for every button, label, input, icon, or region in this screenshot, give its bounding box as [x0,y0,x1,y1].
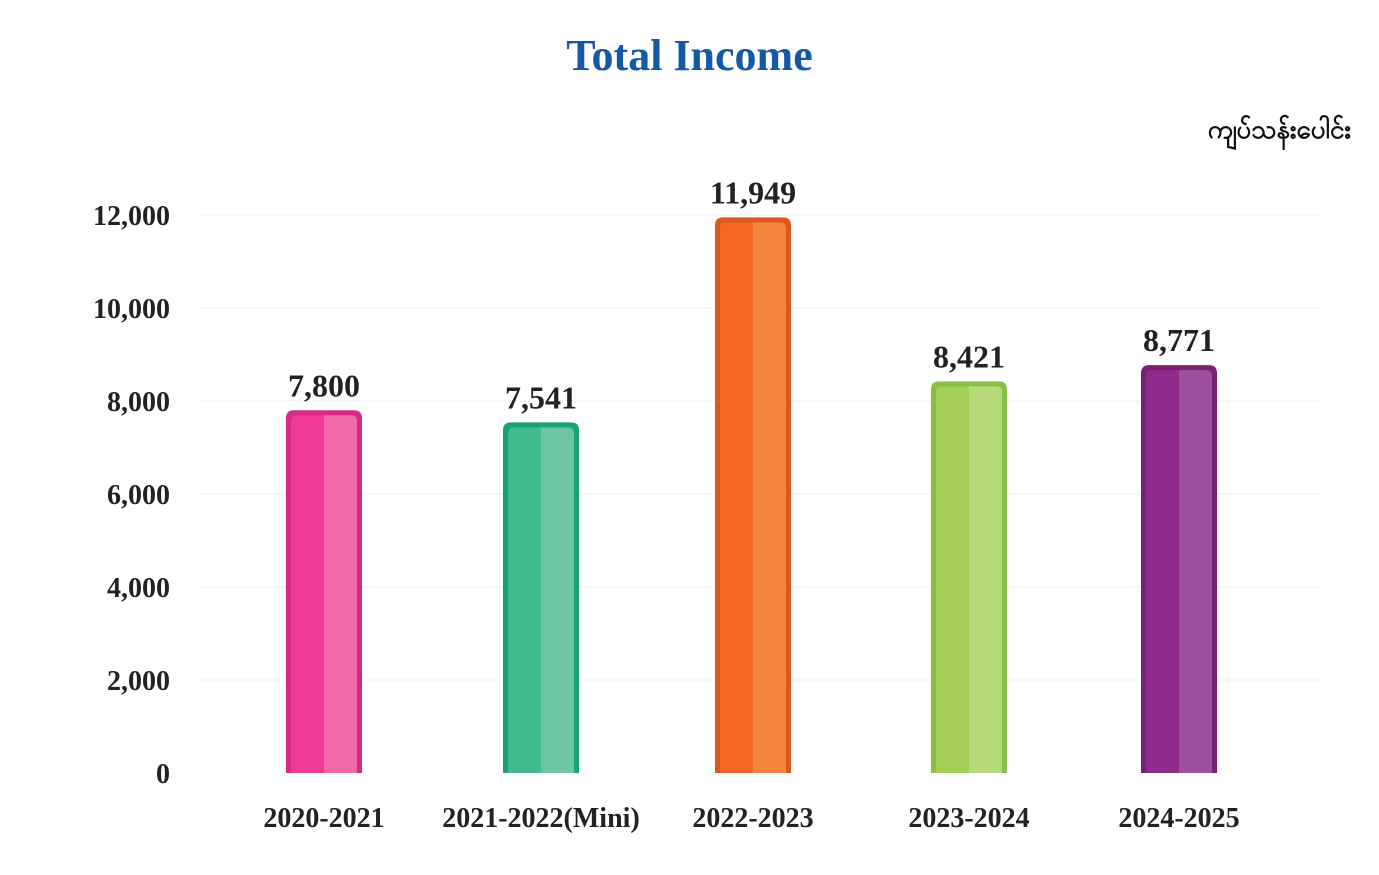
data-label: 8,771 [1143,322,1215,358]
x-tick-label: 2024-2025 [1118,803,1239,834]
bar-left-face [1146,370,1179,773]
x-tick-label: 2021-2022(Mini) [442,803,640,834]
bar-left-face [291,415,324,773]
data-label: 7,800 [288,367,360,403]
bar-right-face [541,427,574,773]
x-tick-label: 2022-2023 [692,803,813,834]
x-tick-label: 2020-2021 [263,803,384,834]
data-label: 8,421 [933,338,1005,374]
bar-right-face [969,386,1002,773]
y-tick-label: 10,000 [93,294,170,325]
y-tick-label: 2,000 [107,666,170,697]
x-tick-label: 2023-2024 [908,803,1029,834]
chart-title: Total Income [566,31,813,80]
unit-label: ကျပ်သန်းပေါင်း [1207,115,1351,145]
bar-right-face [1179,370,1212,773]
bar-left-face [936,386,969,773]
y-tick-label: 0 [156,759,170,790]
data-label: 11,949 [710,174,796,210]
bar-left-face [508,427,541,773]
bar-right-face [753,222,786,773]
bar-right-face [324,415,357,773]
y-tick-label: 12,000 [93,201,170,232]
data-label: 7,541 [505,379,577,415]
y-tick-label: 6,000 [107,480,170,511]
bar-left-face [720,222,753,773]
y-tick-label: 4,000 [107,573,170,604]
y-tick-label: 8,000 [107,387,170,418]
